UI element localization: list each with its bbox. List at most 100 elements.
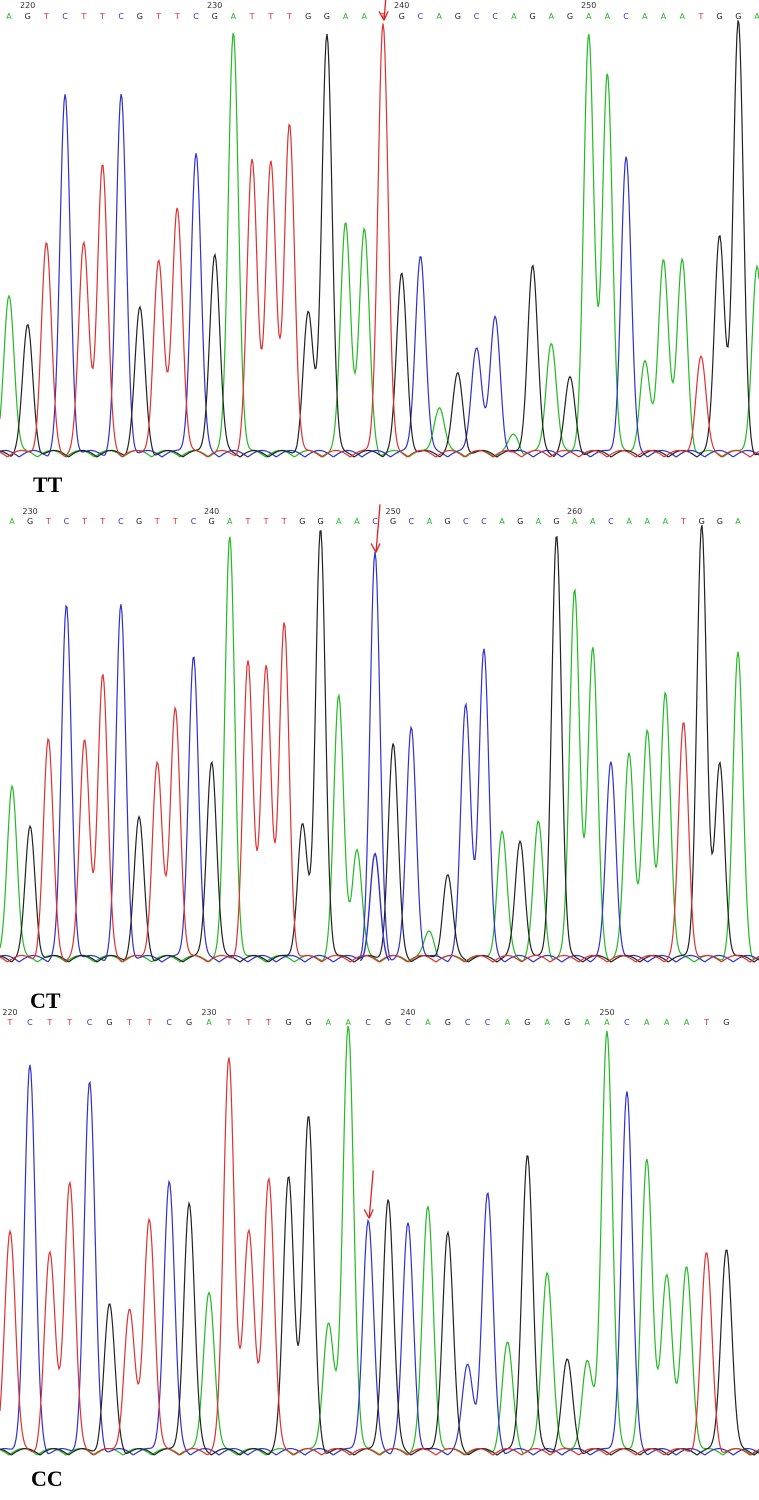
base-call-g: G xyxy=(25,12,31,21)
position-tick-label: 250 xyxy=(599,1008,614,1017)
position-tick-label: 240 xyxy=(394,1,409,10)
base-call-t: T xyxy=(45,517,51,526)
trace-t xyxy=(0,622,759,963)
base-call-t: T xyxy=(155,12,161,21)
base-call-a: A xyxy=(684,1018,690,1027)
base-call-g: G xyxy=(517,517,523,526)
position-tick-label: 230 xyxy=(201,1008,216,1017)
base-call-c: C xyxy=(372,517,378,526)
base-call-t: T xyxy=(43,12,49,21)
position-tick-label: 220 xyxy=(20,1,35,10)
base-call-a: A xyxy=(231,12,237,21)
base-call-a: A xyxy=(549,12,555,21)
base-call-g: G xyxy=(390,517,396,526)
base-call-a: A xyxy=(326,1018,332,1027)
trace-g xyxy=(0,1116,759,1456)
base-call-a: A xyxy=(346,1018,352,1027)
base-call-g: G xyxy=(299,517,305,526)
base-call-a: A xyxy=(663,517,669,526)
base-call-a: A xyxy=(590,517,596,526)
base-call-a: A xyxy=(605,12,611,21)
base-call-c: C xyxy=(474,12,480,21)
base-call-c: C xyxy=(481,517,487,526)
trace-c xyxy=(0,1064,759,1456)
base-call-g: G xyxy=(305,1018,311,1027)
base-call-a: A xyxy=(427,517,433,526)
base-call-c: C xyxy=(193,12,199,21)
base-call-c: C xyxy=(409,517,415,526)
base-call-a: A xyxy=(679,12,685,21)
base-call-a: A xyxy=(604,1018,610,1027)
base-call-g: G xyxy=(212,12,218,21)
base-call-c: C xyxy=(492,12,498,21)
base-call-c: C xyxy=(87,1018,93,1027)
base-call-g: G xyxy=(455,12,461,21)
base-call-t: T xyxy=(245,517,251,526)
base-call-g: G xyxy=(444,517,450,526)
snp-arrow xyxy=(370,504,381,553)
base-call-a: A xyxy=(735,517,741,526)
base-call-g: G xyxy=(699,517,705,526)
base-call-g: G xyxy=(524,1018,530,1027)
base-call-c: C xyxy=(62,12,68,21)
base-call-t: T xyxy=(146,1018,152,1027)
base-call-g: G xyxy=(305,12,311,21)
base-call-a: A xyxy=(572,517,578,526)
position-tick-label: 220 xyxy=(2,1008,17,1017)
base-call-a: A xyxy=(626,517,632,526)
base-call-c: C xyxy=(465,1018,471,1027)
base-call-t: T xyxy=(172,517,178,526)
base-call-a: A xyxy=(343,12,349,21)
base-call-t: T xyxy=(225,1018,231,1027)
base-call-c: C xyxy=(118,12,124,21)
snp-arrow xyxy=(378,0,389,21)
base-call-a: A xyxy=(584,1018,590,1027)
trace-c xyxy=(0,551,759,963)
base-call-t: T xyxy=(281,517,287,526)
base-call-t: T xyxy=(680,517,686,526)
base-call-g: G xyxy=(445,1018,451,1027)
base-call-t: T xyxy=(286,12,292,21)
heterozygous-secondary-peak xyxy=(359,852,390,962)
base-call-c: C xyxy=(27,1018,33,1027)
base-call-a: A xyxy=(644,1018,650,1027)
base-call-g: G xyxy=(564,1018,570,1027)
base-call-a: A xyxy=(754,12,759,21)
base-call-t: T xyxy=(245,1018,251,1027)
trace-g xyxy=(0,20,759,458)
base-call-g: G xyxy=(529,12,535,21)
genotype-label: CT xyxy=(30,988,61,1013)
base-call-t: T xyxy=(7,1018,13,1027)
base-call-g: G xyxy=(137,12,143,21)
genotype-label: CC xyxy=(31,1466,63,1491)
trace-g xyxy=(0,524,759,963)
base-call-a: A xyxy=(586,12,592,21)
base-call-c: C xyxy=(624,1018,630,1027)
base-call-c: C xyxy=(365,1018,371,1027)
base-call-a: A xyxy=(336,517,342,526)
base-call-g: G xyxy=(186,1018,192,1027)
base-call-g: G xyxy=(723,1018,729,1027)
base-call-a: A xyxy=(661,12,667,21)
position-tick-label: 260 xyxy=(567,507,582,516)
base-call-c: C xyxy=(191,517,197,526)
base-call-g: G xyxy=(324,12,330,21)
genotype-label: TT xyxy=(33,472,63,497)
base-call-g: G xyxy=(717,517,723,526)
base-call-c: C xyxy=(64,517,70,526)
position-tick-label: 250 xyxy=(386,507,401,516)
base-call-t: T xyxy=(46,1018,52,1027)
base-call-a: A xyxy=(499,517,505,526)
base-call-t: T xyxy=(263,517,269,526)
position-tick-label: 240 xyxy=(400,1008,415,1017)
base-call-g: G xyxy=(735,12,741,21)
base-call-a: A xyxy=(664,1018,670,1027)
base-call-a: A xyxy=(536,517,542,526)
base-call-c: C xyxy=(118,517,124,526)
base-call-a: A xyxy=(9,517,15,526)
base-call-g: G xyxy=(385,1018,391,1027)
base-call-a: A xyxy=(6,12,12,21)
base-call-g: G xyxy=(399,12,405,21)
